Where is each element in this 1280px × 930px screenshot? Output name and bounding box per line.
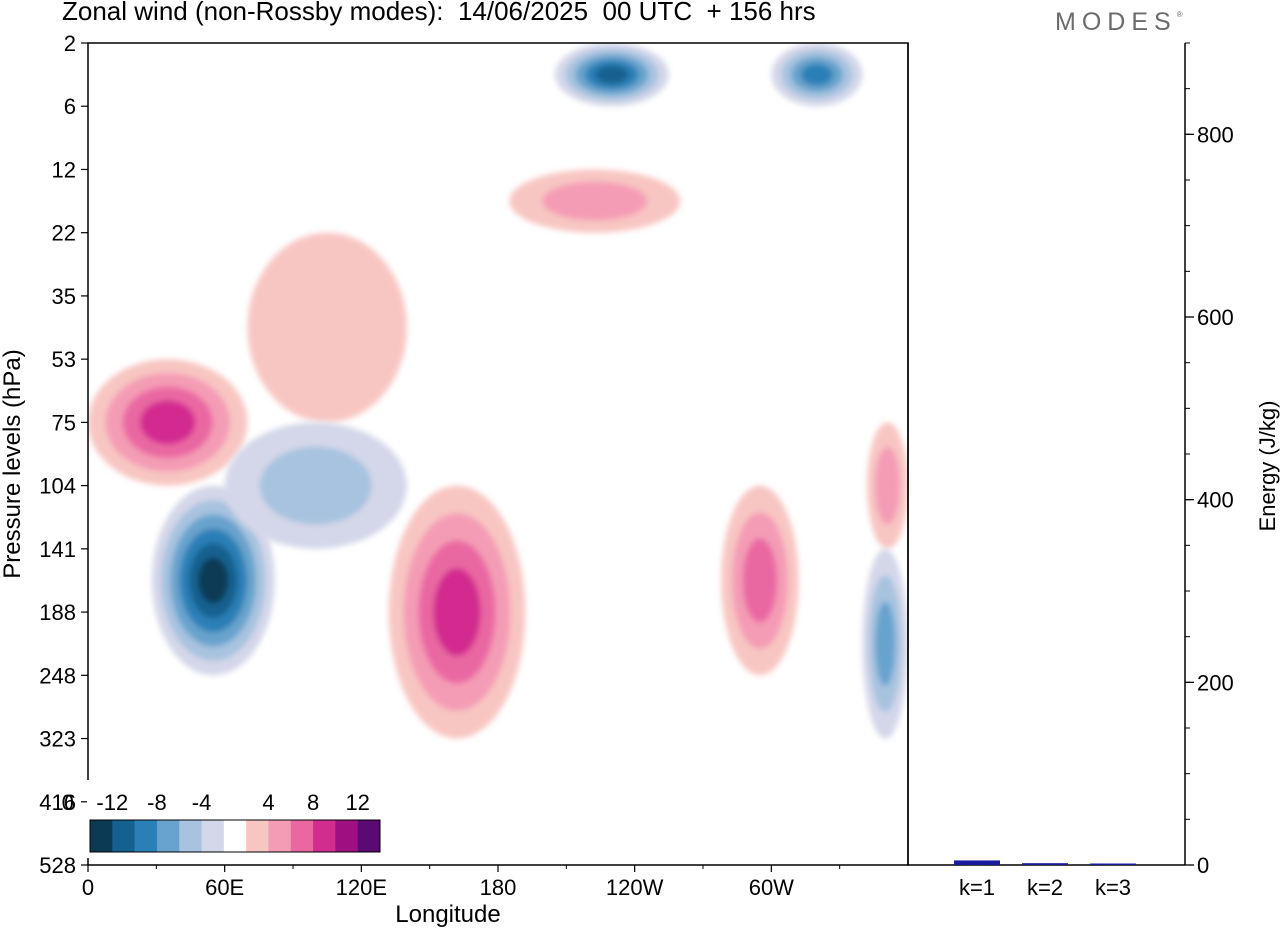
- heatmap-plot: [88, 43, 908, 739]
- x-tick-label: 60E: [205, 875, 244, 900]
- colorbar-label: 4: [262, 790, 274, 815]
- colorbar-swatch: [313, 820, 336, 852]
- colorbar-swatch: [156, 820, 180, 852]
- y-tick-label: 188: [39, 600, 76, 625]
- heatmap-feature: [388, 485, 526, 739]
- colorbar-swatch: [223, 820, 247, 852]
- heatmap-feature: [509, 169, 681, 233]
- y-tick-label: 323: [39, 727, 76, 752]
- heatmap-contour: [542, 181, 648, 221]
- colorbar-label: 12: [345, 790, 369, 815]
- y-axis-label: Pressure levels (hPa): [0, 349, 26, 578]
- y-tick-label: 35: [52, 284, 76, 309]
- energy-tick-label: 600: [1197, 305, 1234, 330]
- colorbar-swatch: [201, 820, 225, 852]
- energy-tick-label: 800: [1197, 122, 1234, 147]
- energy-tick-label: 0: [1197, 853, 1209, 878]
- energy-tick-label: 400: [1197, 488, 1234, 513]
- energy-bar-chart: 0 200 400 600 800 Energy (J/kg) k=1 k=2 k=3: [907, 42, 1280, 900]
- y-tick-label: 416: [39, 790, 76, 815]
- y-tick-label: 528: [39, 853, 76, 878]
- heatmap-contour: [875, 601, 896, 686]
- colorbar-swatch: [290, 820, 314, 852]
- colorbar-swatch: [112, 820, 136, 852]
- colorbar-label: -8: [147, 790, 167, 815]
- heatmap-contour: [198, 557, 229, 604]
- energy-bar: [1022, 863, 1068, 865]
- heatmap-contour: [742, 538, 778, 623]
- colorbar-swatch: [357, 820, 381, 852]
- colorbar-label: -4: [192, 790, 212, 815]
- y-tick-label: 104: [39, 474, 76, 499]
- x-axis-label: Longitude: [395, 901, 500, 928]
- heatmap-contour: [259, 446, 372, 525]
- heatmap-feature: [771, 43, 863, 107]
- colorbar-frame: [89, 819, 381, 853]
- heatmap-contour: [874, 446, 901, 525]
- energy-bar: [1090, 863, 1136, 865]
- energy-category-label: k=2: [1027, 875, 1063, 900]
- colorbar-swatch: [335, 820, 359, 852]
- heatmap-feature: [151, 485, 275, 676]
- heatmap-feature: [721, 485, 799, 676]
- heatmap-contour: [139, 400, 196, 445]
- energy-tick-label: 200: [1197, 670, 1234, 695]
- y-tick-label: 6: [64, 94, 76, 119]
- colorbar-swatch: [90, 820, 113, 852]
- y-tick-label: 2: [64, 31, 76, 56]
- y-tick-label: 12: [52, 157, 76, 182]
- energy-axis-label: Energy (J/kg): [1255, 401, 1280, 532]
- colorbar-swatch: [134, 820, 158, 852]
- y-tick-label: 248: [39, 663, 76, 688]
- colorbar-label: 8: [307, 790, 319, 815]
- energy-category-label: k=3: [1095, 875, 1131, 900]
- heatmap-feature: [224, 422, 407, 549]
- modes-logo: MODES®: [1055, 8, 1183, 36]
- y-tick-label: 22: [52, 221, 76, 246]
- heatmap-contour: [801, 63, 833, 86]
- colorbar-label: -12: [96, 790, 128, 815]
- heatmap-feature: [554, 43, 669, 107]
- x-tick-label: 180: [480, 875, 517, 900]
- heatmap-feature: [247, 232, 407, 423]
- heatmap-contour: [433, 568, 481, 657]
- colorbar-swatch: [246, 820, 269, 852]
- heatmap-feature: [867, 422, 908, 549]
- x-tick-label: 120E: [336, 875, 387, 900]
- x-tick-label: 120W: [606, 875, 664, 900]
- colorbar-swatch: [179, 820, 203, 852]
- heatmap-contour: [247, 232, 407, 423]
- axes: 0 60E 120E 180 120W 60W Longitude 2 6 12 22 35 53 75 1…: [0, 31, 909, 928]
- heatmap-contour: [595, 65, 629, 84]
- heatmap-feature: [88, 359, 248, 486]
- colorbar-label: 0: [62, 790, 74, 815]
- energy-category-label: k=1: [959, 875, 995, 900]
- colorbar-swatch: [268, 820, 292, 852]
- energy-bar: [954, 860, 1000, 865]
- colorbar: -12 -8 -4 0 4 8 12: [62, 780, 383, 858]
- y-tick-label: 141: [39, 537, 76, 562]
- y-tick-label: 75: [52, 410, 76, 435]
- y-tick-label: 53: [52, 347, 76, 372]
- chart-title: Zonal wind (non-Rossby modes): 14/06/202…: [62, 0, 816, 26]
- heatmap-feature: [862, 548, 908, 739]
- x-tick-label: 60W: [749, 875, 794, 900]
- x-tick-label: 0: [82, 875, 94, 900]
